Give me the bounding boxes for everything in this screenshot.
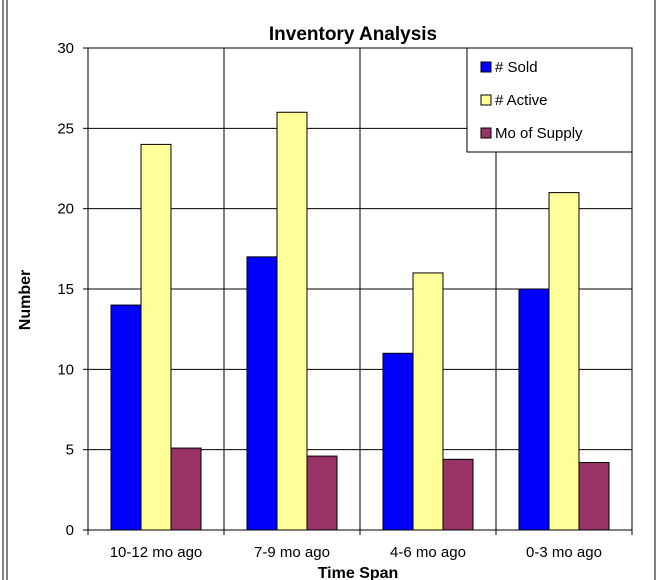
y-tick-label: 0: [66, 522, 74, 539]
bar-sold: [518, 288, 550, 531]
y-tick-label: 10: [57, 361, 74, 378]
legend-swatch: [480, 127, 492, 139]
bar-active: [140, 143, 172, 531]
axis-layer: 0 5 10 15 20 25 30 10-12 mo ago 7-9 mo ago 4-6 mo…: [57, 40, 633, 561]
legend-label: Mo of Supply: [495, 125, 583, 142]
y-tick-label: 15: [57, 281, 74, 298]
bar-mo-of-supply: [578, 462, 610, 531]
y-tick-label: 20: [57, 201, 74, 218]
y-axis-title: Number: [17, 270, 34, 330]
legend: # Sold # Active Mo of Supply: [466, 47, 633, 153]
x-tick-label: 0-3 mo ago: [526, 544, 602, 561]
bar-sold: [110, 304, 142, 531]
legend-label: # Sold: [495, 59, 538, 76]
bar-sold: [382, 352, 414, 531]
plot-area-border: [87, 47, 633, 531]
x-tick-label: 10-12 mo ago: [110, 544, 203, 561]
legend-box: [466, 47, 633, 153]
bar-active: [412, 272, 444, 531]
y-tick-label: 25: [57, 120, 74, 137]
y-tick-label: 5: [66, 442, 74, 459]
bar-mo-of-supply: [442, 458, 474, 531]
x-axis-title: Time Span: [318, 565, 399, 580]
y-tick-label: 30: [57, 40, 74, 57]
legend-swatch: [480, 94, 492, 106]
legend-swatch: [480, 61, 492, 73]
chart-title: Inventory Analysis: [269, 24, 437, 45]
bar-sold: [246, 256, 278, 531]
bars-layer: [110, 111, 610, 531]
x-tick-label: 4-6 mo ago: [390, 544, 466, 561]
bar-mo-of-supply: [306, 455, 338, 531]
bar-active: [276, 111, 308, 531]
bar-active: [548, 192, 580, 531]
x-tick-label: 7-9 mo ago: [254, 544, 330, 561]
bar-mo-of-supply: [170, 447, 202, 531]
legend-label: # Active: [495, 92, 548, 109]
